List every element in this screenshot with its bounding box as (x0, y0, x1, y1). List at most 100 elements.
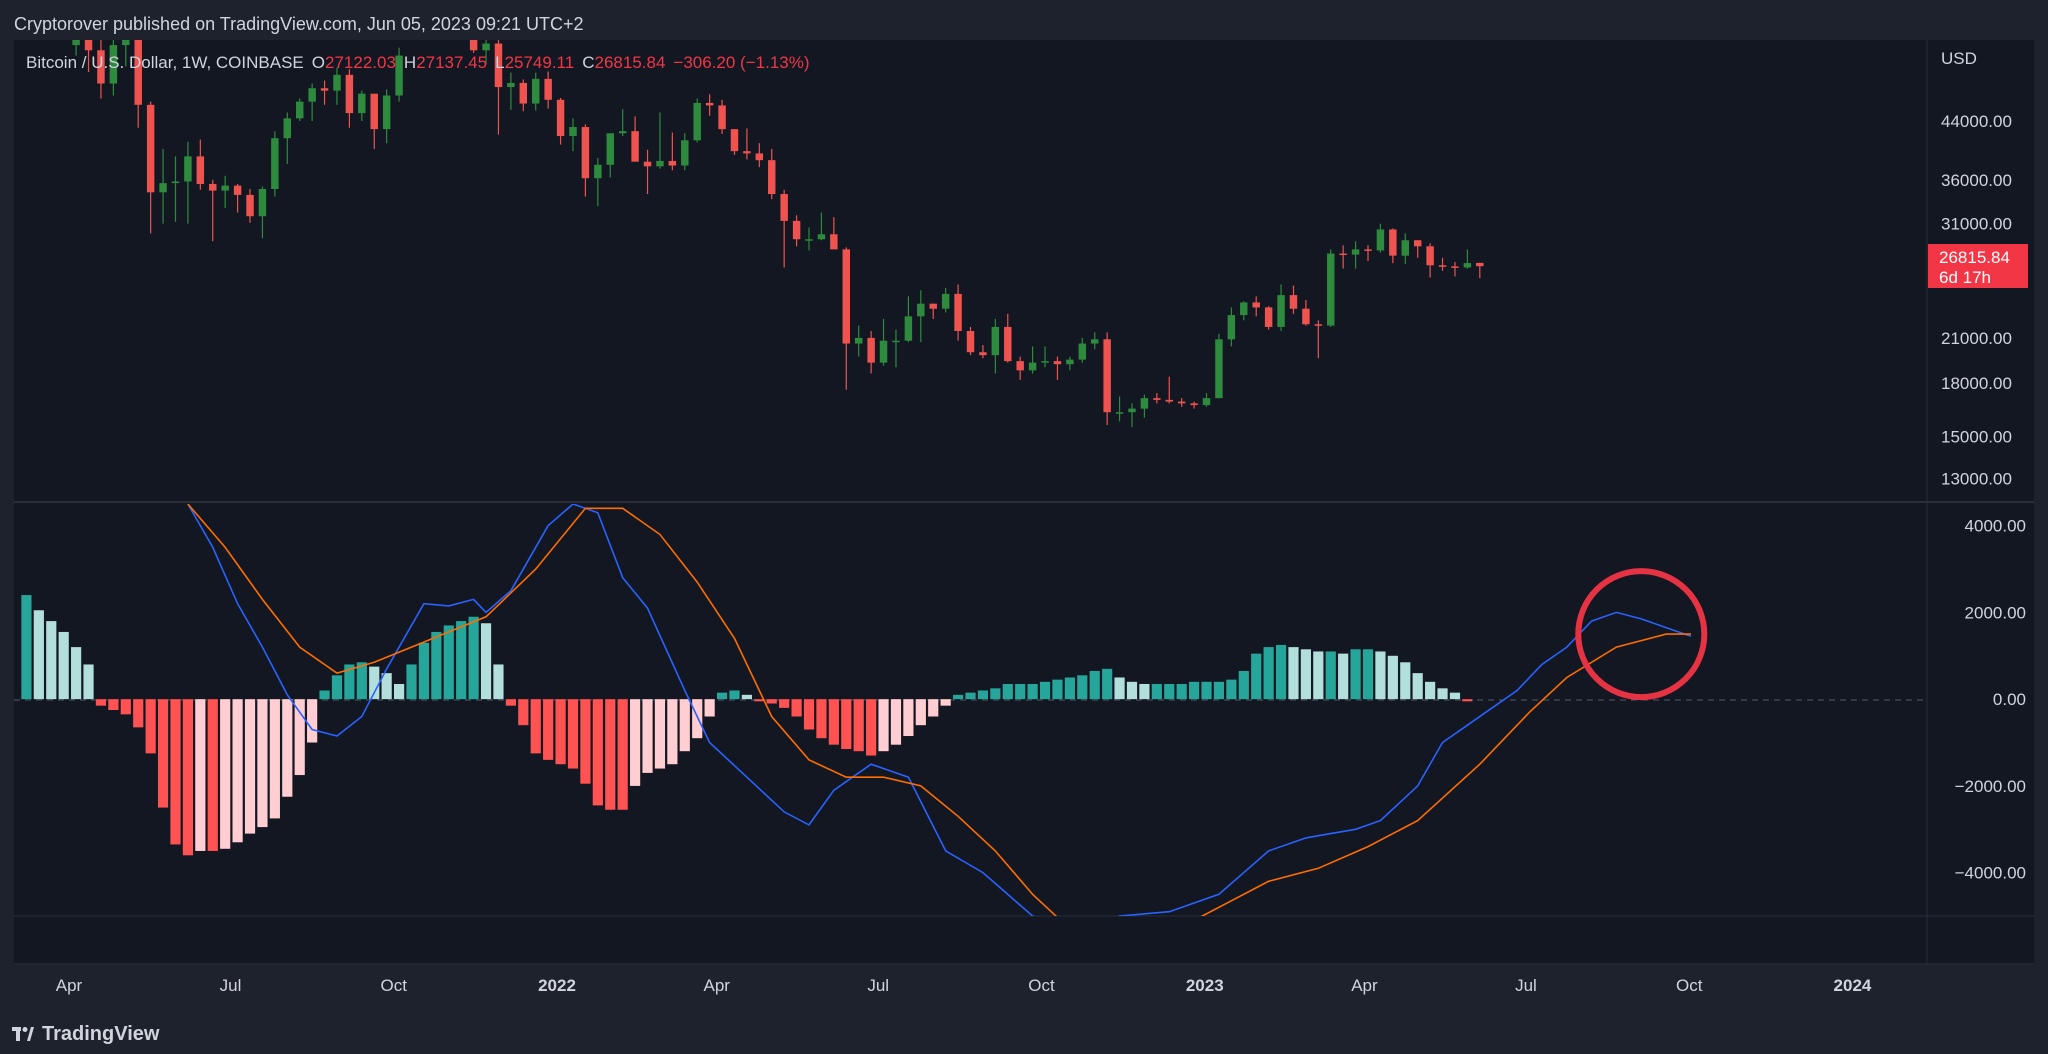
candle (544, 71, 552, 109)
histogram-bar (1213, 681, 1225, 700)
histogram-bar (431, 631, 442, 700)
candle (656, 112, 664, 169)
time-axis-ticks[interactable]: Apr Jul Oct 2022 Apr Jul Oct 2023 Apr Jul Oct 2024 (56, 976, 1872, 995)
histogram-bar (1201, 681, 1212, 700)
histogram-bar (816, 699, 827, 739)
footer-brand-text: TradingView (42, 1022, 160, 1045)
histogram-bar (83, 664, 94, 700)
candle (171, 156, 180, 222)
histogram-bar (1263, 647, 1274, 700)
histogram-bar (1313, 651, 1324, 700)
candle (519, 79, 528, 112)
candle-body (606, 133, 614, 165)
candle (209, 179, 217, 242)
candle-body (954, 293, 962, 332)
footer-brand[interactable]: TradingView (12, 1018, 159, 1050)
macd-axis-ticks: 4000.00 2000.00 0.00 −2000.00 −4000.00 (1955, 517, 2026, 883)
candle-body (1028, 362, 1037, 371)
time-tick-label: Oct (1676, 976, 1703, 995)
time-tick-label: 2022 (538, 976, 576, 995)
histogram-bar (331, 675, 343, 700)
candle (581, 124, 590, 197)
histogram-bar (866, 699, 877, 756)
histogram-bar (754, 699, 765, 702)
candle (482, 40, 490, 64)
histogram-bar (133, 699, 144, 728)
candle (184, 141, 192, 224)
candle-body (1053, 361, 1062, 365)
histogram-bar (1015, 683, 1026, 700)
candle (1053, 356, 1062, 380)
candle (830, 217, 838, 250)
candle-body (1339, 253, 1347, 256)
macd-tick-label: 0.00 (1993, 690, 2026, 709)
candle (1016, 356, 1024, 380)
candle-body (519, 82, 528, 104)
time-tick-label: Oct (381, 976, 408, 995)
macd-line (187, 504, 1692, 916)
candle (1066, 356, 1074, 371)
candle-body (1401, 240, 1409, 256)
candle (1078, 337, 1087, 363)
histogram-bar (1425, 681, 1436, 700)
candle (979, 344, 987, 359)
candle (854, 325, 863, 357)
histogram-bar (890, 699, 902, 745)
histogram-bar (1300, 649, 1311, 700)
candle-body (97, 50, 105, 84)
candle-body (1289, 295, 1298, 309)
candle-body (979, 352, 987, 356)
last-price-badge-bg (1928, 244, 2028, 288)
histogram-bar (1027, 683, 1038, 700)
publish-line: Cryptorover published on TradingView.com… (14, 14, 584, 34)
histogram-bar (1412, 673, 1423, 700)
candle-body (780, 194, 788, 221)
histogram-bar (21, 595, 32, 700)
candle-body (941, 293, 950, 309)
candle (668, 132, 677, 171)
candle (1103, 332, 1111, 426)
candle (196, 139, 205, 190)
histogram-bar (1139, 683, 1150, 700)
chart-area[interactable]: USD 44000.00 36000.00 31000.00 21000.00 1800… (0, 0, 2048, 1010)
histogram-bar (418, 642, 430, 700)
candle (72, 40, 80, 56)
candle (1128, 403, 1136, 427)
histogram-bar (692, 699, 703, 739)
candle-body (72, 40, 80, 46)
histogram-bar (282, 699, 293, 797)
highlight-circle (1575, 568, 1708, 701)
candle-body (1389, 229, 1397, 256)
candle-body (1078, 343, 1087, 360)
candle (693, 98, 701, 143)
histogram-bar (1400, 662, 1411, 700)
legend-low-label: L (495, 53, 505, 72)
histogram-bar (381, 673, 392, 700)
histogram-bar (617, 699, 628, 810)
histogram-bar (642, 699, 653, 773)
candle (1252, 296, 1260, 317)
legend-change: −306.20 (−1.13%) (673, 53, 810, 72)
histogram-bar (518, 699, 529, 726)
candle-body (320, 88, 329, 91)
header-bar: Cryptorover published on TradingView.com… (0, 0, 2048, 40)
candle-body (532, 78, 540, 104)
candle (1476, 262, 1484, 279)
candle-body (792, 220, 801, 240)
candle-body (1451, 266, 1459, 268)
time-tick-label: 2023 (1186, 976, 1224, 995)
time-tick-label: Apr (56, 976, 83, 995)
histogram-bar (46, 621, 57, 700)
candle-body (643, 161, 652, 167)
candle (1115, 396, 1124, 422)
candle-body (358, 93, 366, 114)
histogram-bar (729, 690, 740, 700)
candle-body (904, 316, 913, 341)
candle (370, 93, 378, 149)
candle (1090, 332, 1099, 350)
candle-body (631, 131, 639, 162)
histogram-bar (1350, 649, 1361, 700)
candle-body (233, 185, 242, 195)
histogram-bar (71, 647, 82, 700)
candle-body (693, 102, 701, 141)
